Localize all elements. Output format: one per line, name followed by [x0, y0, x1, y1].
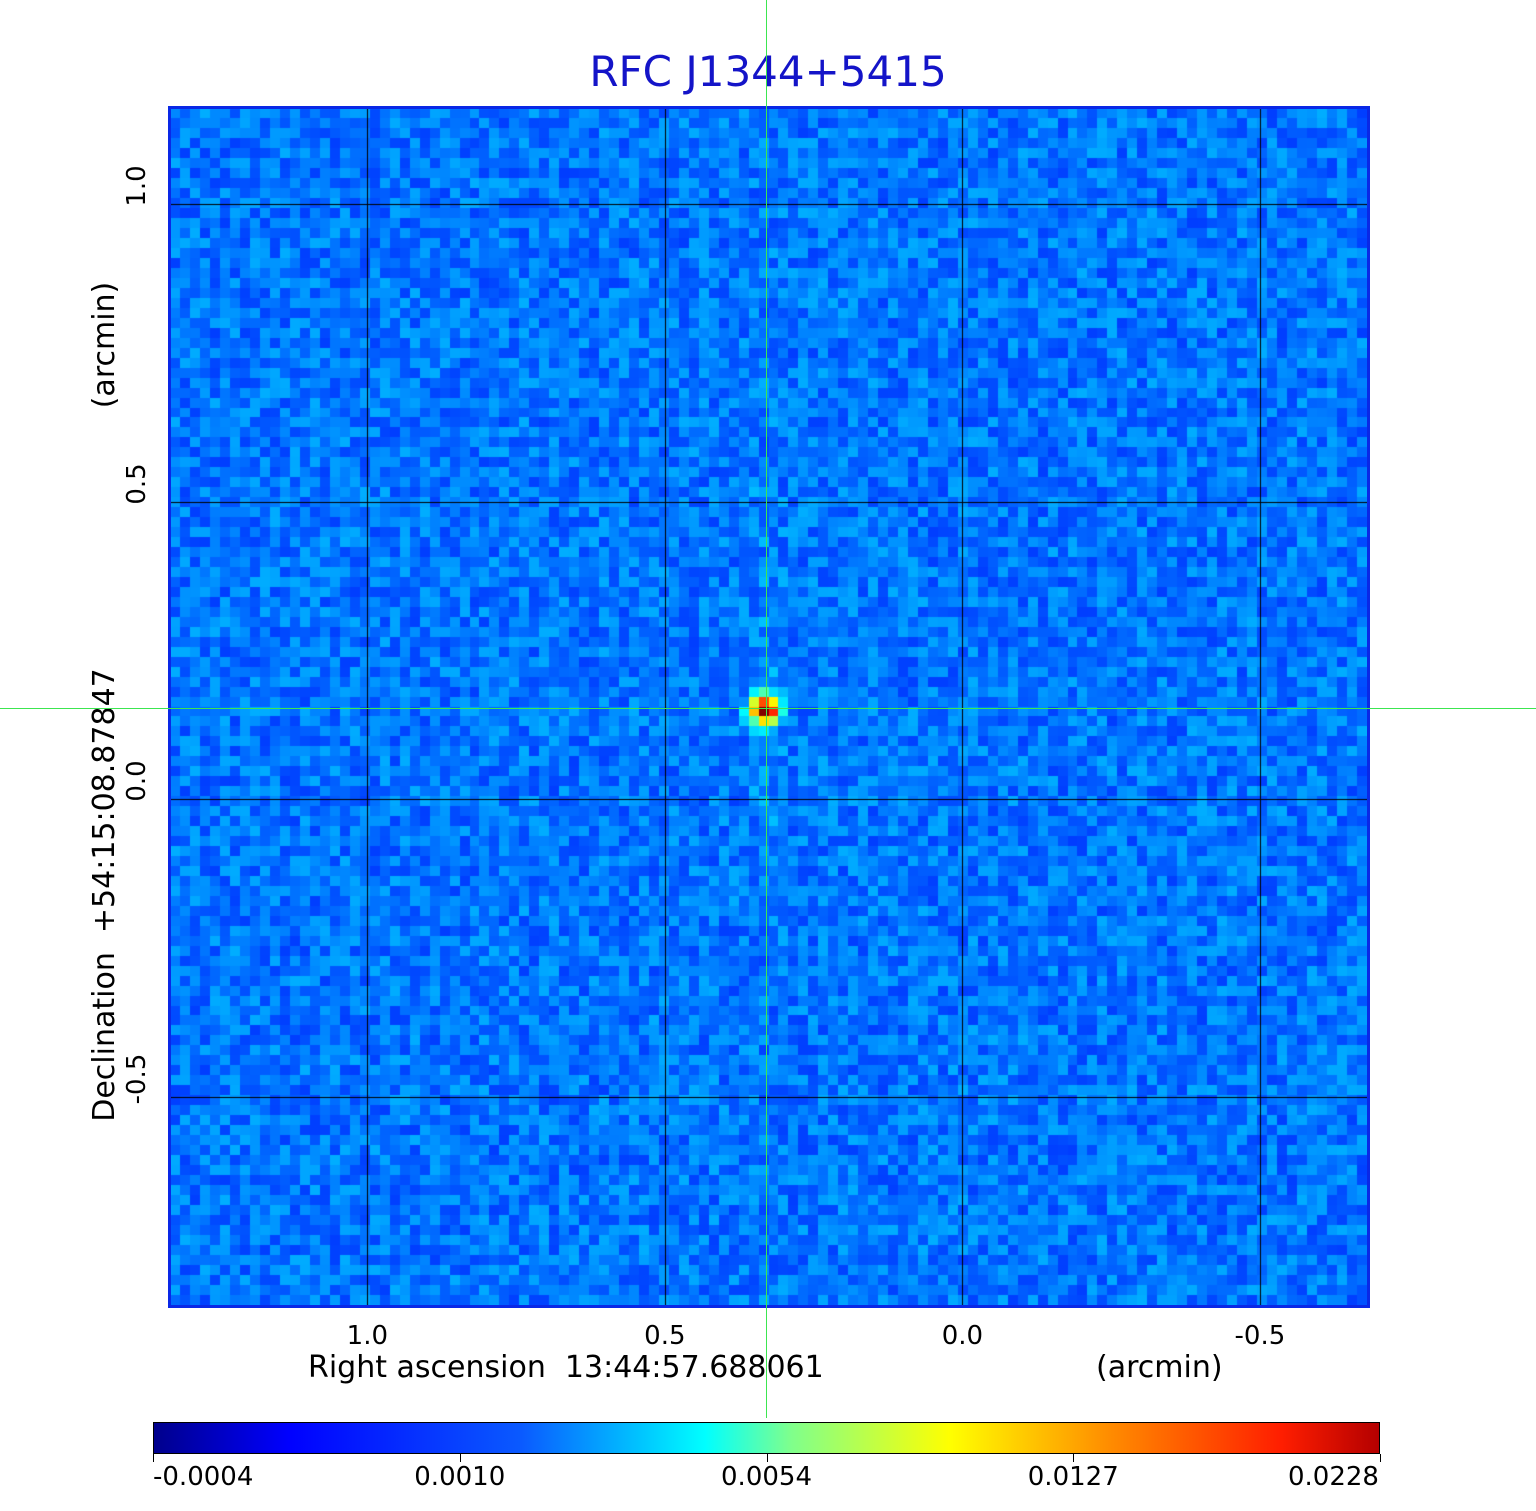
colorbar-tick-label: 0.0010: [414, 1462, 506, 1492]
y-tick-label: 0.5: [122, 463, 152, 505]
x-tick-label: -0.5: [1234, 1321, 1286, 1351]
y-axis-label: Declination +54:15:08.87847: [87, 668, 122, 1122]
x-axis-unit: (arcmin): [1096, 1350, 1223, 1385]
x-axis-label: Right ascension 13:44:57.688061: [308, 1350, 824, 1385]
intensity-map: [171, 109, 1367, 1305]
colorbar-tick: [1073, 1454, 1074, 1462]
crosshair-horizontal: [0, 708, 1536, 709]
colorbar-tick-label: 0.0228: [1288, 1462, 1379, 1492]
colorbar-tick-label: -0.0004: [153, 1462, 254, 1492]
colorbar: [153, 1422, 1380, 1454]
x-tick-label: 1.0: [346, 1321, 389, 1351]
y-tick-label: 0.0: [122, 760, 152, 802]
x-tick-label: 0.5: [644, 1321, 686, 1351]
crosshair-vertical: [766, 0, 767, 1418]
colorbar-tick: [767, 1454, 768, 1462]
image-plot-area: [168, 106, 1370, 1308]
y-tick-label: 1.0: [122, 165, 152, 207]
chart-title: RFC J1344+5415: [589, 47, 947, 96]
y-tick-label: -0.5: [122, 1053, 152, 1105]
colorbar-tick: [153, 1454, 154, 1462]
colorbar-tick-label: 0.0127: [1027, 1462, 1119, 1492]
colorbar-tick: [460, 1454, 461, 1462]
y-axis-unit: (arcmin): [87, 281, 122, 409]
x-tick-label: 0.0: [941, 1321, 984, 1351]
colorbar-tick: [1380, 1454, 1381, 1462]
colorbar-tick-label: 0.0054: [721, 1462, 812, 1492]
